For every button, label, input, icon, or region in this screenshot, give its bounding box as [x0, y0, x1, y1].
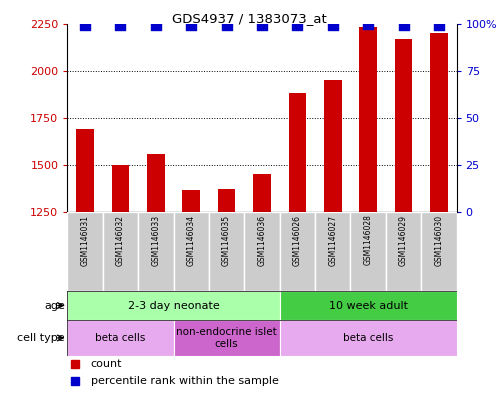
Point — [81, 22, 89, 29]
Bar — [279, 291, 457, 320]
Bar — [350, 212, 386, 291]
Bar — [67, 212, 103, 291]
Point — [223, 22, 231, 29]
Text: beta cells: beta cells — [95, 333, 146, 343]
Text: count: count — [91, 359, 122, 369]
Point — [152, 22, 160, 29]
Point — [116, 22, 124, 29]
Text: GSM1146035: GSM1146035 — [222, 215, 231, 266]
Text: GSM1146026: GSM1146026 — [293, 215, 302, 266]
Text: GSM1146034: GSM1146034 — [187, 215, 196, 266]
Bar — [421, 212, 457, 291]
Text: GSM1146028: GSM1146028 — [364, 215, 373, 265]
Bar — [76, 129, 94, 212]
Text: percentile rank within the sample: percentile rank within the sample — [91, 376, 278, 386]
Bar — [138, 212, 174, 291]
Bar — [430, 33, 448, 212]
Bar — [279, 212, 315, 291]
Point — [258, 22, 266, 29]
Bar — [182, 189, 200, 212]
Bar — [67, 291, 279, 320]
Text: 2-3 day neonate: 2-3 day neonate — [128, 301, 220, 310]
Bar — [253, 174, 271, 212]
Bar — [147, 154, 165, 212]
Text: GSM1146027: GSM1146027 — [328, 215, 337, 266]
Bar — [209, 212, 245, 291]
Text: 10 week adult: 10 week adult — [329, 301, 408, 310]
Point — [400, 22, 408, 29]
Bar — [174, 320, 279, 356]
Text: GSM1146033: GSM1146033 — [151, 215, 160, 266]
Bar — [395, 39, 412, 212]
Bar — [218, 189, 236, 212]
Point — [364, 20, 372, 27]
Bar — [103, 212, 138, 291]
Text: non-endocrine islet
cells: non-endocrine islet cells — [176, 327, 277, 349]
Point — [329, 22, 337, 29]
Bar — [174, 212, 209, 291]
Bar — [324, 80, 342, 212]
Text: GDS4937 / 1383073_at: GDS4937 / 1383073_at — [172, 12, 327, 25]
Text: GSM1146032: GSM1146032 — [116, 215, 125, 266]
Bar — [67, 320, 174, 356]
Bar — [112, 165, 129, 212]
Point — [293, 22, 301, 29]
Text: GSM1146031: GSM1146031 — [80, 215, 89, 266]
Text: GSM1146030: GSM1146030 — [435, 215, 444, 266]
Point — [435, 22, 443, 29]
Bar — [245, 212, 279, 291]
Text: GSM1146029: GSM1146029 — [399, 215, 408, 266]
Bar — [279, 320, 457, 356]
Bar — [288, 94, 306, 212]
Bar — [386, 212, 421, 291]
Point — [187, 22, 195, 29]
Bar — [359, 28, 377, 212]
Text: GSM1146036: GSM1146036 — [257, 215, 266, 266]
Text: age: age — [44, 301, 65, 310]
Text: beta cells: beta cells — [343, 333, 393, 343]
Bar — [315, 212, 350, 291]
Text: cell type: cell type — [17, 333, 65, 343]
